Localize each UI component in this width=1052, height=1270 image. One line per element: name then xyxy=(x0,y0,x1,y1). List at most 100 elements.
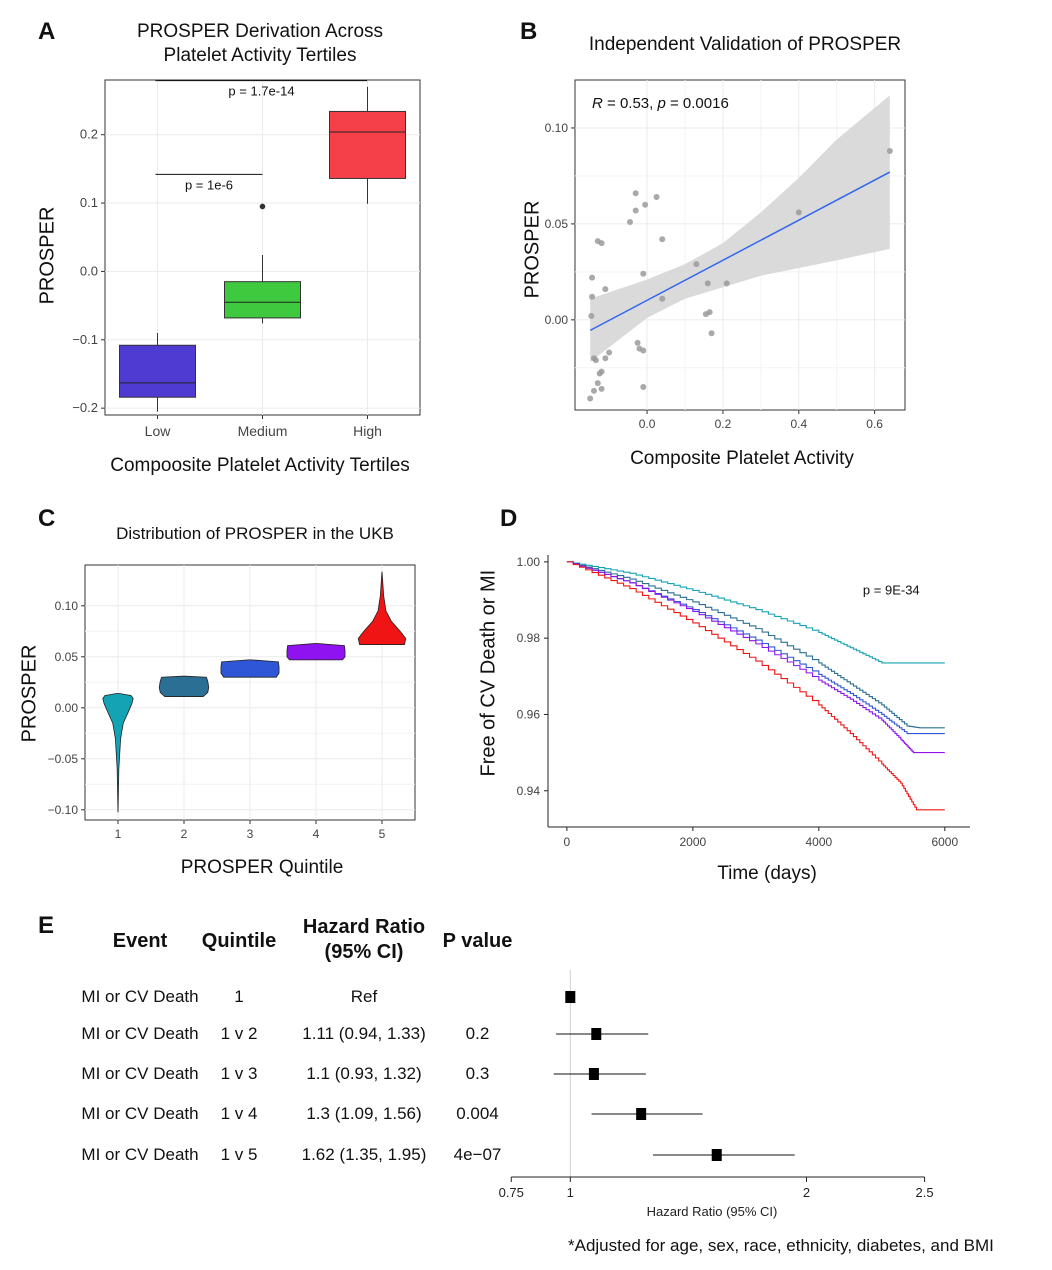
chart-a-ytick-label: 0.0 xyxy=(80,263,98,278)
scatter-point xyxy=(588,312,595,319)
forest-row-quintile: 1 xyxy=(234,987,244,1006)
forest-row-pvalue: 0.004 xyxy=(456,1104,499,1123)
scatter-point xyxy=(659,295,666,302)
violin-quintile-2 xyxy=(158,675,210,697)
forest-point-estimate xyxy=(711,1149,722,1161)
chart-c-xtick-label: 4 xyxy=(313,827,320,840)
forest-header-hr: Hazard Ratio (95% CI) xyxy=(283,915,445,965)
scatter-point xyxy=(602,286,609,293)
chart-a-xlabel: Compoosite Platelet Activity Tertiles xyxy=(110,455,410,476)
panel-label-d: D xyxy=(500,505,518,532)
chart-a-ytick-label: −0.1 xyxy=(72,332,98,347)
box-high xyxy=(329,110,406,179)
chart-e-plot: 0.75 1 2 2.5 Hazard Ratio (95% CI) xyxy=(499,970,934,1219)
box-low xyxy=(119,344,196,398)
forest-row-hr: 1.11 (0.94, 1.33) xyxy=(302,1024,426,1043)
chart-d-xtick-label: 0 xyxy=(564,835,571,849)
forest-xtick-label: 2.5 xyxy=(916,1185,934,1200)
scatter-point xyxy=(723,280,730,287)
chart-c-xtick-label: 2 xyxy=(181,827,188,840)
scatter-point xyxy=(659,236,666,243)
violin-quintile-3 xyxy=(220,659,280,678)
chart-a-ytick-label: −0.2 xyxy=(72,400,98,415)
scatter-point xyxy=(589,274,596,281)
forest-xtick-label: 1 xyxy=(567,1185,574,1200)
forest-point-estimate xyxy=(565,991,576,1003)
forest-row-hr: Ref xyxy=(350,987,378,1006)
chart-d-ytick-label: 0.96 xyxy=(517,707,541,721)
chart-c-xlabel: PROSPER Quintile xyxy=(180,857,344,878)
forest-row-pvalue: 0.2 xyxy=(465,1024,490,1043)
forest-header-quintile: Quintile xyxy=(201,930,277,952)
chart-c-ytick-label: 0.10 xyxy=(55,599,79,613)
violin-quintile-4 xyxy=(286,643,346,661)
regression-line xyxy=(589,171,891,332)
violin-quintile-1 xyxy=(102,693,134,813)
scatter-point xyxy=(708,330,715,337)
chart-b-ytick-label: 0.00 xyxy=(545,313,569,327)
forest-row-event: MI or CV Death xyxy=(81,1145,199,1164)
scatter-point xyxy=(653,194,660,201)
scatter-point xyxy=(592,357,599,364)
scatter-point xyxy=(642,201,649,208)
scatter-point xyxy=(640,383,647,390)
forest-row-event: MI or CV Death xyxy=(81,987,199,1006)
forest-xtick-label: 2 xyxy=(803,1185,810,1200)
forest-row-pvalue: 0.3 xyxy=(465,1064,490,1083)
scatter-point xyxy=(886,147,893,154)
scatter-point xyxy=(706,309,713,316)
forest-xlabel: Hazard Ratio (95% CI) xyxy=(647,1204,778,1219)
scatter-point xyxy=(704,280,711,287)
panel-label-c: C xyxy=(38,505,56,532)
chart-a-title-line1: PROSPER Derivation Across xyxy=(136,21,384,42)
forest-row-quintile: 1 v 5 xyxy=(220,1145,258,1164)
chart-d-xtick-label: 2000 xyxy=(680,835,707,849)
chart-c-xtick-label: 5 xyxy=(379,827,386,840)
chart-d-xtick-label: 4000 xyxy=(805,835,832,849)
confidence-band xyxy=(590,95,890,363)
forest-point-estimate xyxy=(636,1108,647,1120)
forest-row-quintile: 1 v 4 xyxy=(220,1104,258,1123)
chart-a-ytick-label: 0.2 xyxy=(80,127,98,142)
box-medium xyxy=(224,281,301,319)
scatter-point xyxy=(632,190,639,197)
correlation-stat: R = 0.53, p = 0.0016 xyxy=(592,95,729,112)
chart-d-ytick-label: 0.94 xyxy=(517,784,541,798)
forest-row-pvalue: 4e−07 xyxy=(453,1145,502,1164)
scatter-point xyxy=(598,240,605,247)
scatter-point xyxy=(598,368,605,375)
chart-b-xtick-label: 0.4 xyxy=(790,417,807,431)
chart-c-ylabel: PROSPER xyxy=(18,644,41,743)
violin-quintile-5 xyxy=(357,571,407,645)
chart-b-ytick-label: 0.05 xyxy=(545,217,569,231)
forest-header-event: Event xyxy=(112,930,168,952)
chart-d-ytick-label: 0.98 xyxy=(517,631,541,645)
panel-label-b: B xyxy=(520,18,538,45)
forest-xtick-label: 0.75 xyxy=(499,1185,524,1200)
chart-c-xtick-label: 3 xyxy=(247,827,254,840)
forest-row-hr: 1.3 (1.09, 1.56) xyxy=(306,1104,422,1123)
scatter-point xyxy=(693,261,700,268)
chart-c-ytick-label: 0.00 xyxy=(55,701,79,715)
scatter-point xyxy=(640,347,647,354)
chart-a-title-line2: Platelet Activity Tertiles xyxy=(163,45,357,66)
chart-c-title: Distribution of PROSPER in the UKB xyxy=(116,524,394,543)
km-curve-quintile-2 xyxy=(566,561,945,729)
panel-label-a: A xyxy=(38,18,56,45)
forest-row-event: MI or CV Death xyxy=(81,1024,199,1043)
chart-b-xtick-label: 0.0 xyxy=(639,417,656,431)
km-curve-quintile-3 xyxy=(566,561,945,735)
km-curve-quintile-4 xyxy=(566,561,945,754)
scatter-point xyxy=(602,355,609,362)
forest-row-quintile: 1 v 2 xyxy=(220,1024,258,1043)
chart-d-plot: 1.00 0.98 0.96 0.94 0 2000 4000 6000 p = 9E-34 xyxy=(517,555,970,849)
scatter-point xyxy=(795,209,802,216)
chart-b-xtick-label: 0.6 xyxy=(866,417,883,431)
chart-b-plot: 0.10 0.05 0.00 0.0 0.2 0.4 0.6 R = 0.53, p = 0.… xyxy=(545,79,906,431)
box-outlier-medium xyxy=(259,203,266,210)
chart-d-xtick-label: 6000 xyxy=(931,835,958,849)
scatter-point xyxy=(632,207,639,214)
scatter-point xyxy=(594,380,601,387)
chart-c-plot: 0.10 0.05 0.00 −0.05 −0.10 1 2 3 4 5 xyxy=(48,564,416,840)
scatter-point xyxy=(627,218,633,225)
